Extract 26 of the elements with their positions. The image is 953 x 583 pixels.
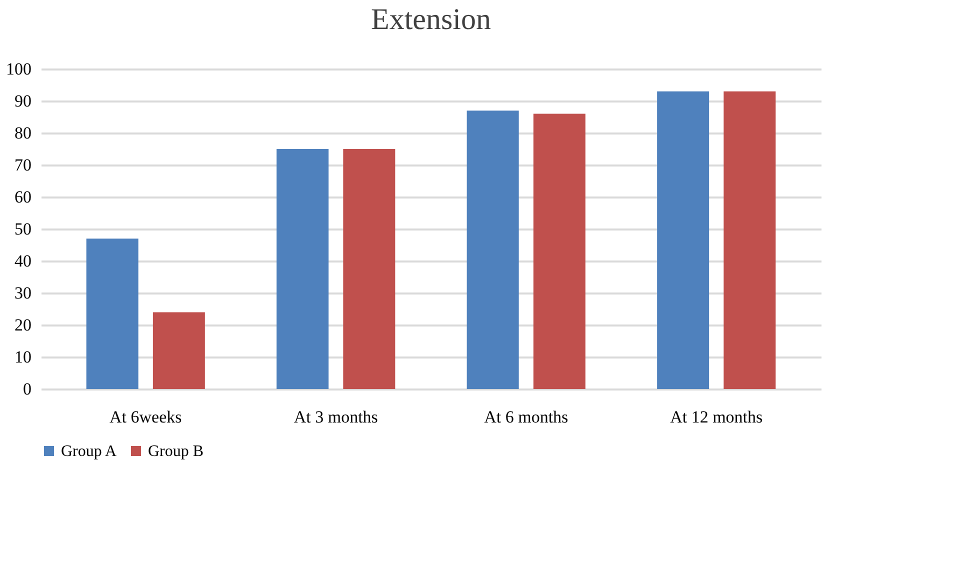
bar [152, 312, 205, 389]
y-tick-label: 40 [14, 252, 32, 270]
y-tick-label: 80 [14, 124, 32, 142]
y-tick-label: 70 [14, 156, 32, 174]
x-tick-label: At 12 months [670, 408, 763, 426]
bar [657, 91, 710, 389]
y-tick-label: 50 [14, 220, 32, 238]
y-tick-label: 90 [14, 92, 32, 110]
chart-title: Extension [371, 3, 491, 36]
bar [86, 238, 138, 389]
bar [724, 91, 776, 389]
bar [276, 149, 329, 389]
bar [343, 149, 396, 389]
y-tick-label: 10 [14, 348, 32, 366]
y-tick-label: 20 [14, 316, 32, 334]
bar [533, 114, 586, 389]
legend-label: Group A [61, 443, 117, 460]
x-tick-label: At 3 months [294, 408, 378, 426]
bar [466, 110, 519, 389]
y-tick-label: 0 [23, 380, 32, 398]
x-tick-label: At 6weeks [110, 408, 182, 426]
x-tick-label: At 6 months [484, 408, 568, 426]
y-tick-label: 100 [6, 60, 32, 78]
y-tick-label: 60 [14, 188, 32, 206]
y-tick-label: 30 [14, 284, 32, 302]
legend-label: Group B [148, 443, 204, 460]
